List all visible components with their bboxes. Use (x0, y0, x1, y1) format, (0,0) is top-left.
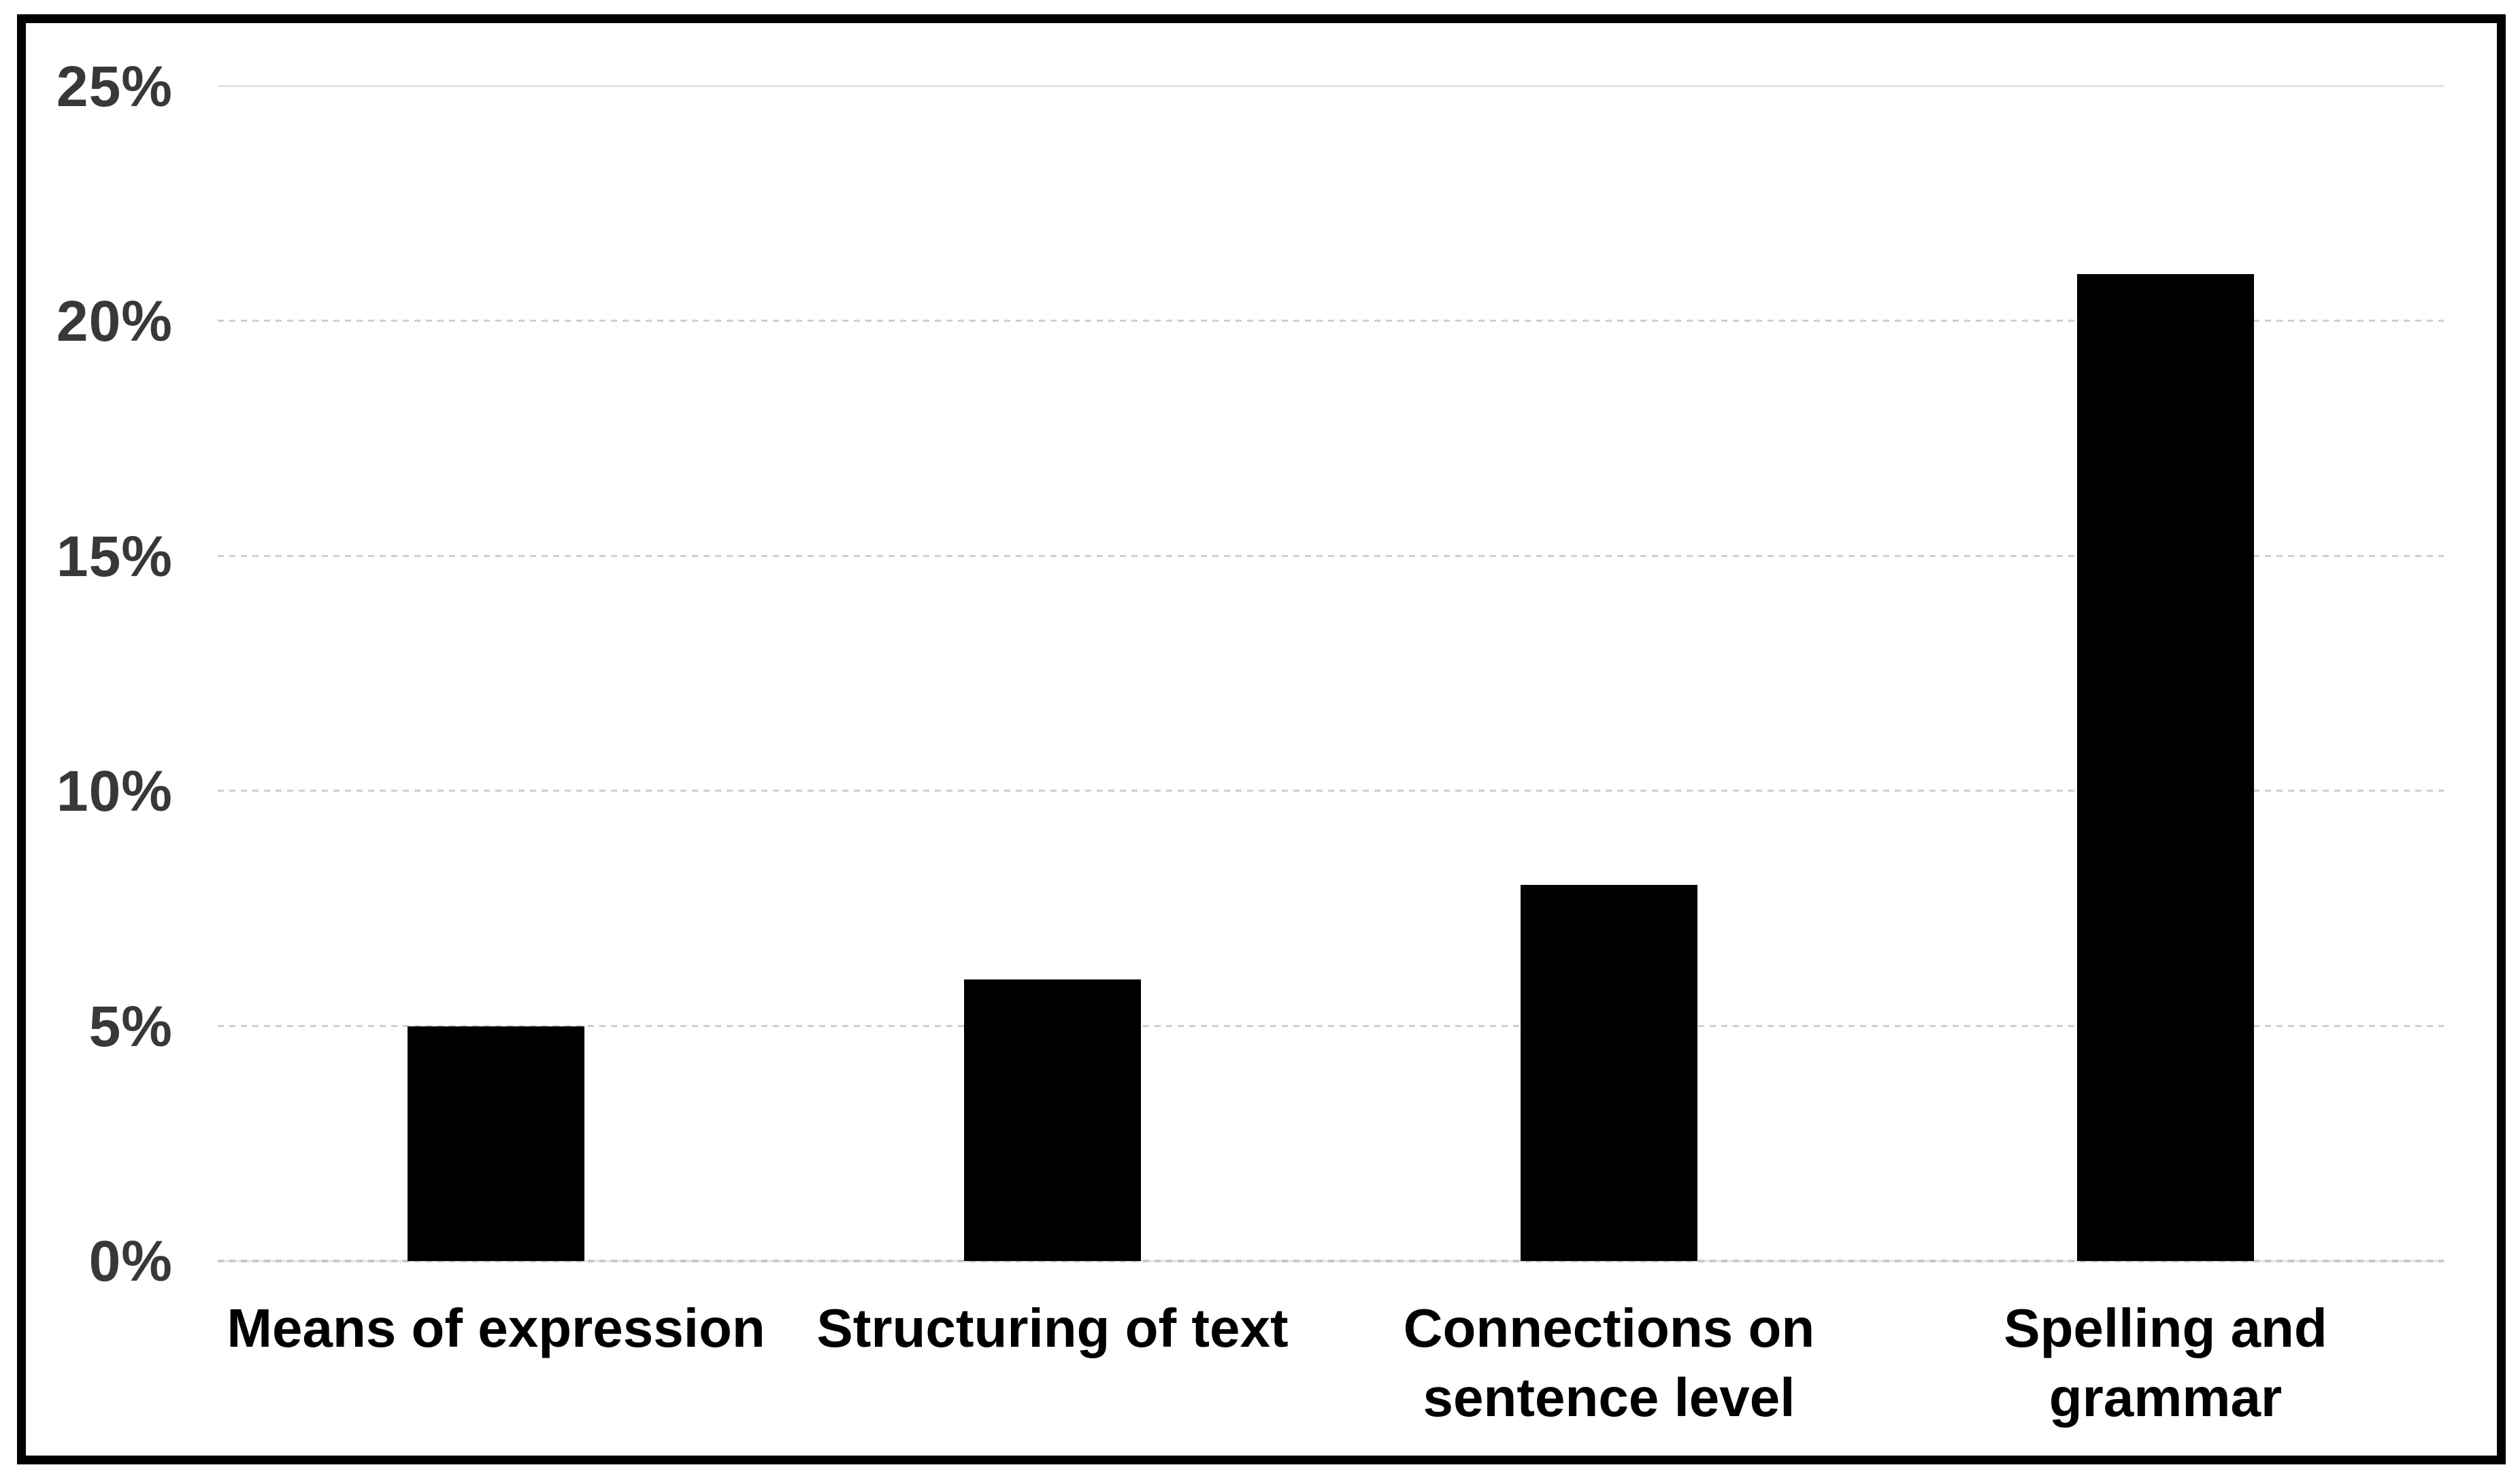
x-category-label-connections-on-sentence-level: Connections on sentence level (1403, 1298, 1815, 1428)
bar-connections-on-sentence-level (1521, 885, 1697, 1261)
gridline-25 (218, 85, 2444, 87)
gridline-10 (218, 790, 2444, 792)
gridline-5 (218, 1024, 2444, 1027)
gridline-20 (218, 320, 2444, 322)
x-category-label-structuring-of-text: Structuring of text (816, 1298, 1289, 1358)
x-category-label-spelling-and-grammar: Spelling and grammar (2004, 1298, 2327, 1428)
gridline-0 (218, 1260, 2444, 1262)
x-category-label-means-of-expression: Means of expression (227, 1298, 765, 1358)
bar-spelling-and-grammar (2077, 274, 2254, 1261)
y-tick-label-15: 15% (56, 524, 173, 588)
y-tick-label-10: 10% (56, 759, 173, 824)
bar-means-of-expression (408, 1026, 584, 1261)
y-tick-label-25: 25% (56, 54, 173, 118)
gridline-15 (218, 554, 2444, 557)
y-tick-label-20: 20% (56, 289, 173, 354)
bar-structuring-of-text (964, 979, 1141, 1261)
y-tick-label-5: 5% (88, 994, 173, 1058)
y-tick-label-0: 0% (88, 1229, 173, 1293)
